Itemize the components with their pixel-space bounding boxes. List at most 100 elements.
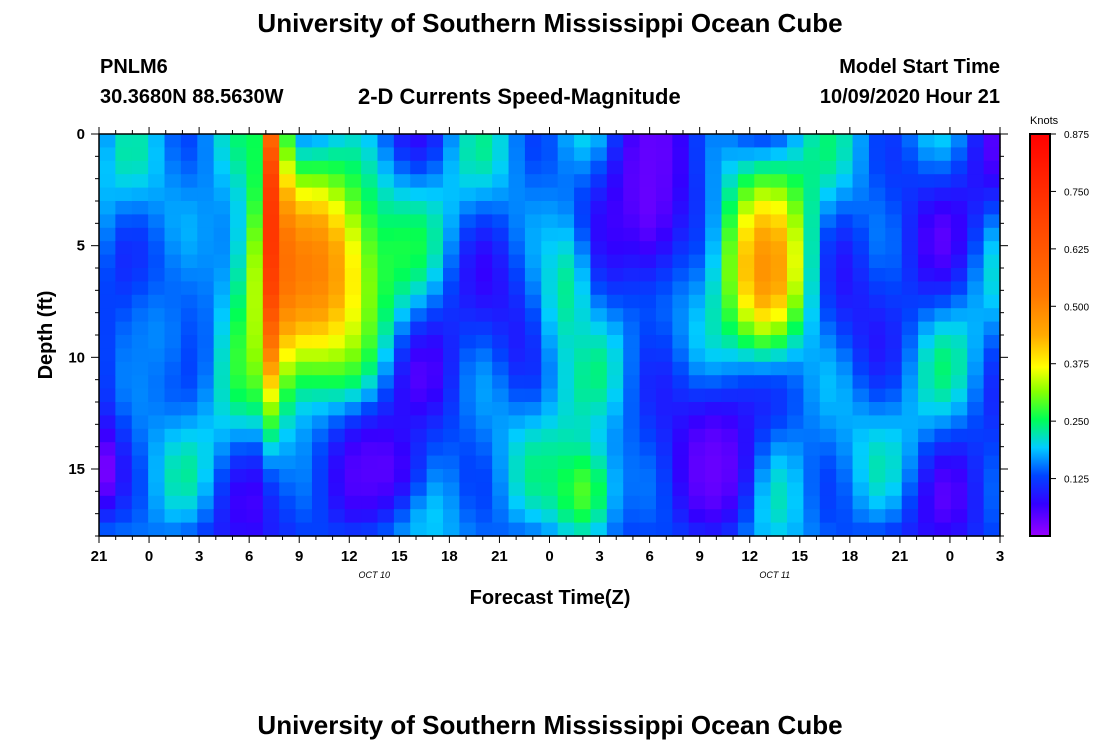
heatmap-cell bbox=[901, 281, 919, 296]
heatmap-cell bbox=[377, 469, 395, 483]
heatmap-cell bbox=[754, 482, 772, 497]
heatmap-cell bbox=[262, 147, 280, 162]
heatmap-cell bbox=[459, 254, 477, 269]
heatmap-cell bbox=[443, 469, 460, 483]
heatmap-cell bbox=[623, 402, 641, 416]
y-tick-label: 10 bbox=[68, 349, 85, 366]
heatmap-cell bbox=[344, 361, 362, 376]
heatmap-cell bbox=[787, 495, 805, 510]
heatmap-cell bbox=[901, 509, 919, 524]
heatmap-cell bbox=[623, 428, 641, 443]
heatmap-cell bbox=[557, 428, 575, 443]
heatmap-cell bbox=[819, 455, 837, 470]
heatmap-cell bbox=[99, 268, 116, 282]
heatmap-cell bbox=[574, 294, 592, 309]
heatmap-cell bbox=[148, 294, 166, 309]
heatmap-cell bbox=[361, 375, 379, 390]
heatmap-cell bbox=[311, 455, 329, 470]
heatmap-cell bbox=[295, 187, 313, 202]
heatmap-cell bbox=[950, 174, 968, 189]
heatmap-cell bbox=[803, 281, 821, 296]
heatmap-cell bbox=[279, 201, 297, 215]
heatmap-cell bbox=[393, 469, 411, 483]
heatmap-cell bbox=[344, 388, 362, 403]
heatmap-cell bbox=[819, 482, 837, 497]
heatmap-cell bbox=[557, 375, 575, 390]
heatmap-cell bbox=[197, 428, 215, 443]
heatmap-cell bbox=[344, 469, 362, 483]
heatmap-cell bbox=[115, 361, 133, 376]
heatmap-cell bbox=[950, 321, 968, 336]
heatmap-cell bbox=[361, 428, 379, 443]
heatmap-cell bbox=[819, 402, 837, 416]
heatmap-cell bbox=[606, 469, 624, 483]
heatmap-cell bbox=[131, 335, 149, 349]
heatmap-cell bbox=[770, 241, 788, 256]
heatmap-cell bbox=[983, 321, 1001, 336]
heatmap-cell bbox=[99, 482, 116, 497]
heatmap-cell bbox=[557, 321, 575, 336]
heatmap-cell bbox=[279, 174, 297, 189]
heatmap-cell bbox=[918, 187, 936, 202]
heatmap-cell bbox=[606, 348, 624, 363]
heatmap-cell bbox=[377, 455, 395, 470]
heatmap-cell bbox=[737, 415, 755, 430]
heatmap-cell bbox=[950, 482, 968, 497]
heatmap-cell bbox=[99, 308, 116, 323]
heatmap-cell bbox=[934, 214, 952, 229]
heatmap-cell bbox=[852, 495, 870, 510]
heatmap-cell bbox=[950, 428, 968, 443]
heatmap-cell bbox=[655, 294, 673, 309]
heatmap-cell bbox=[950, 348, 968, 363]
heatmap-cell bbox=[230, 495, 248, 510]
heatmap-cell bbox=[164, 522, 182, 537]
heatmap-cell bbox=[279, 335, 297, 349]
heatmap-cell bbox=[918, 428, 936, 443]
heatmap-cell bbox=[885, 321, 903, 336]
heatmap-cell bbox=[361, 134, 379, 148]
heatmap-cell bbox=[983, 482, 1001, 497]
heatmap-cell bbox=[508, 174, 526, 189]
heatmap-cell bbox=[164, 388, 182, 403]
heatmap-cell bbox=[393, 522, 411, 537]
heatmap-cell bbox=[950, 214, 968, 229]
heatmap-cell bbox=[688, 469, 706, 483]
heatmap-cell bbox=[180, 402, 198, 416]
heatmap-cell bbox=[672, 281, 690, 296]
heatmap-cell bbox=[295, 388, 313, 403]
heatmap-cell bbox=[328, 482, 346, 497]
heatmap-cell bbox=[557, 147, 575, 162]
heatmap-cell bbox=[164, 227, 182, 242]
heatmap-cell bbox=[361, 147, 379, 162]
heatmap-cell bbox=[361, 442, 379, 457]
heatmap-cell bbox=[524, 308, 542, 323]
heatmap-cell bbox=[230, 388, 248, 403]
heatmap-cell bbox=[623, 281, 641, 296]
heatmap-cell bbox=[262, 442, 280, 457]
heatmap-cell bbox=[508, 469, 526, 483]
heatmap-cell bbox=[885, 455, 903, 470]
heatmap-cell bbox=[885, 214, 903, 229]
heatmap-cell bbox=[901, 469, 919, 483]
heatmap-cell bbox=[148, 455, 166, 470]
heatmap-cell bbox=[787, 335, 805, 349]
heatmap-cell bbox=[99, 294, 116, 309]
heatmap-cell bbox=[180, 174, 198, 189]
heatmap-cell bbox=[459, 187, 477, 202]
heatmap-cell bbox=[623, 442, 641, 457]
heatmap-cell bbox=[655, 254, 673, 269]
colorbar-tick-label: 0.625 bbox=[1064, 245, 1089, 256]
heatmap-cell bbox=[623, 522, 641, 537]
heatmap-cell bbox=[393, 402, 411, 416]
station-coordinates: 30.3680N 88.5630W bbox=[100, 86, 284, 108]
heatmap-cell bbox=[655, 321, 673, 336]
heatmap-cell bbox=[541, 348, 559, 363]
heatmap-cell bbox=[131, 509, 149, 524]
heatmap-cell bbox=[852, 227, 870, 242]
heatmap-cell bbox=[164, 415, 182, 430]
heatmap-cell bbox=[541, 469, 559, 483]
heatmap-cell bbox=[655, 268, 673, 282]
y-tick-label: 15 bbox=[68, 461, 85, 478]
x-tick-label: 21 bbox=[892, 548, 909, 565]
heatmap-cell bbox=[131, 321, 149, 336]
